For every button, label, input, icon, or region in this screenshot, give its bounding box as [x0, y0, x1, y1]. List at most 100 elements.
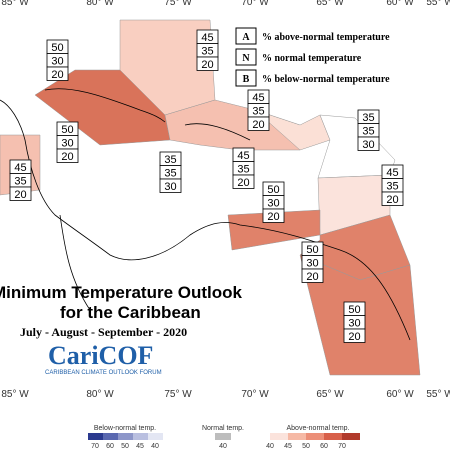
colorbar-tick: 50 [302, 443, 310, 450]
colorbar-tick: 60 [320, 443, 328, 450]
colorbar-swatch [133, 433, 148, 440]
probability-value: 30 [267, 198, 279, 210]
longitude-label: 70° W [241, 0, 269, 8]
probability-cell [46, 66, 69, 81]
legend-text: % above-normal temperature [262, 32, 390, 43]
probability-cell [247, 116, 270, 131]
legend-key: A [242, 32, 250, 43]
longitude-label: 85° W [1, 389, 29, 400]
probability-cell [343, 328, 366, 343]
probability-cell [232, 174, 255, 189]
legend-text: % below-normal temperature [262, 74, 390, 85]
colorbar-title: Above-normal temp. [286, 425, 349, 432]
probability-value: 35 [237, 164, 249, 176]
title: Minimum Temperature Outlook [0, 283, 243, 302]
probability-value: 35 [362, 112, 374, 124]
probability-value: 35 [164, 168, 176, 180]
colorbar-swatch [342, 433, 360, 440]
colorbar-swatch [88, 433, 103, 440]
probability-value: 45 [386, 167, 398, 179]
longitude-label: 65° W [316, 0, 344, 8]
colorbar-swatch [324, 433, 342, 440]
colorbar-tick: 45 [284, 443, 292, 450]
longitude-label: 85° W [1, 0, 29, 8]
legend-key-box [235, 69, 257, 87]
probability-value: 45 [14, 162, 26, 174]
probability-cell [159, 178, 182, 193]
colorbar-tick: 45 [136, 443, 144, 450]
probability-value: 20 [252, 119, 264, 131]
longitude-label: 55° W [426, 389, 450, 400]
legend-text: % normal temperature [262, 53, 362, 64]
probability-value: 35 [14, 176, 26, 188]
probability-value: 20 [201, 59, 213, 71]
colorbar-tick: 40 [219, 443, 227, 450]
probability-value: 20 [237, 177, 249, 189]
longitude-label: 75° W [164, 0, 192, 8]
probability-value: 50 [306, 244, 318, 256]
period: July - August - September - 2020 [20, 325, 187, 339]
probability-cell [262, 208, 285, 223]
colorbar-tick: 40 [266, 443, 274, 450]
probability-value: 35 [386, 181, 398, 193]
colorbar-swatch [288, 433, 306, 440]
probability-value: 50 [348, 304, 360, 316]
probability-value: 30 [61, 138, 73, 150]
longitude-label: 80° W [86, 0, 114, 8]
legend-key-box [235, 48, 257, 66]
probability-value: 30 [164, 181, 176, 193]
probability-value: 20 [14, 189, 26, 201]
probability-value: 20 [386, 194, 398, 206]
probability-cell [9, 186, 32, 201]
probability-value: 45 [201, 32, 213, 44]
probability-cell [301, 268, 324, 283]
probability-value: 35 [164, 154, 176, 166]
colorbar-swatch [103, 433, 118, 440]
probability-value: 20 [348, 331, 360, 343]
probability-value: 20 [267, 211, 279, 223]
legend-key: B [243, 74, 250, 85]
coastline [0, 88, 411, 341]
probability-cell [56, 148, 79, 163]
colorbar-swatch [215, 433, 231, 440]
probability-cell [357, 136, 380, 151]
colorbar-tick: 50 [121, 443, 129, 450]
colorbar-swatch [270, 433, 288, 440]
colorbar-tick: 40 [151, 443, 159, 450]
logo: CariCOF [48, 341, 153, 370]
colorbar-swatch [148, 433, 163, 440]
subtitle: for the Caribbean [60, 303, 201, 322]
probability-cell [381, 191, 404, 206]
colorbar-title: Below-normal temp. [94, 425, 156, 432]
probability-value: 30 [348, 318, 360, 330]
probability-value: 20 [51, 69, 63, 81]
longitude-label: 60° W [386, 0, 414, 8]
probability-value: 20 [61, 151, 73, 163]
colorbar-swatch [306, 433, 324, 440]
legend-key-box [235, 27, 257, 45]
probability-cell [196, 56, 219, 71]
probability-value: 30 [306, 258, 318, 270]
legend-key: N [242, 53, 250, 64]
longitude-label: 80° W [86, 389, 114, 400]
probability-value: 50 [51, 42, 63, 54]
probability-value: 20 [306, 271, 318, 283]
probability-value: 35 [201, 46, 213, 58]
colorbar-tick: 70 [91, 443, 99, 450]
longitude-label: 65° W [316, 389, 344, 400]
longitude-label: 60° W [386, 389, 414, 400]
probability-value: 35 [362, 126, 374, 138]
colorbar-tick: 60 [106, 443, 114, 450]
probability-value: 50 [267, 184, 279, 196]
colorbar-swatch [118, 433, 133, 440]
probability-value: 45 [237, 150, 249, 162]
